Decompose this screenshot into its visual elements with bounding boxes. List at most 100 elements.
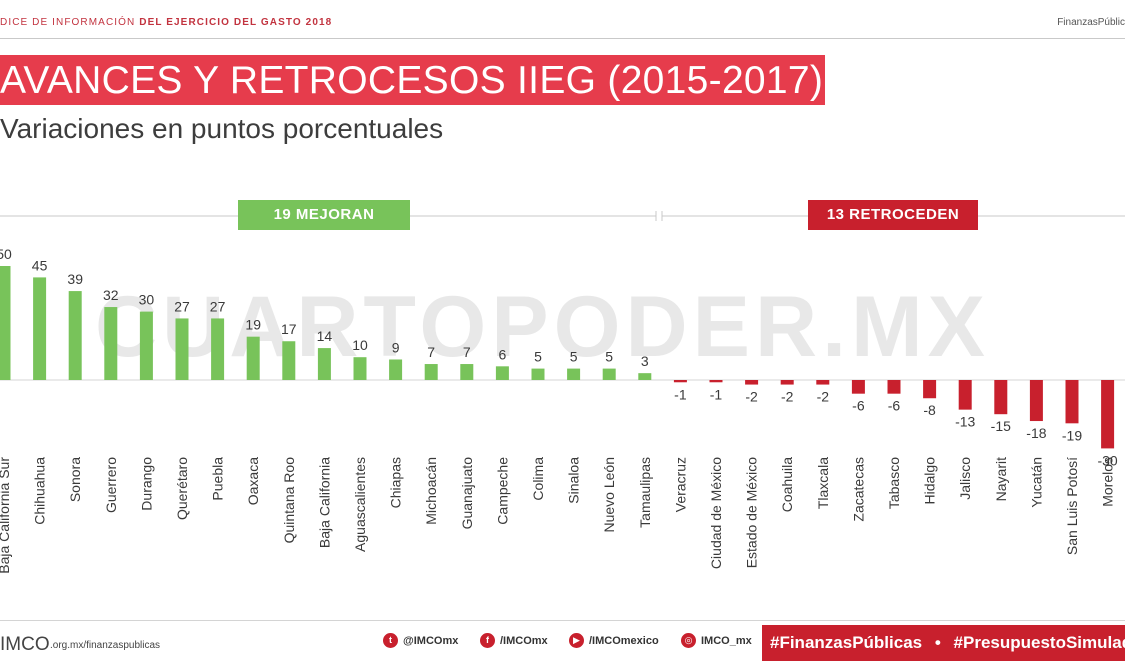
category-label: Guerrero (103, 457, 119, 513)
category-label: Oaxaca (245, 457, 261, 505)
bar (139, 311, 153, 380)
bar (104, 307, 118, 380)
bar-value-label: -1 (710, 386, 723, 402)
social-instagram[interactable]: ◎ IMCO_mx (681, 633, 752, 648)
header-prefix: DICE DE INFORMACIÓN (0, 17, 136, 28)
bar-value-label: -18 (1026, 425, 1046, 441)
footer: IMCO .org.mx/finanzaspublicas t @IMCOmx … (0, 620, 1125, 667)
bar-value-label: 7 (427, 344, 435, 360)
bar (1029, 380, 1043, 422)
category-label: Sinaloa (566, 457, 582, 504)
bar-value-label: 17 (281, 321, 297, 337)
category-label: Tlaxcala (815, 457, 831, 509)
bar (389, 359, 403, 380)
bar (460, 364, 474, 380)
category-label: Jalisco (957, 457, 973, 500)
header-bar: DICE DE INFORMACIÓN DEL EJERCICIO DEL GA… (0, 0, 1125, 40)
imco-logo: IMCO (0, 634, 50, 655)
bar-value-label: -30 (1097, 452, 1117, 468)
category-label: Sonora (67, 457, 83, 502)
bar (994, 380, 1008, 415)
chart-subtitle: Variaciones en puntos porcentuales (0, 113, 444, 144)
bar-value-label: -19 (1062, 427, 1082, 443)
category-label: Guanajuato (459, 457, 475, 530)
category-label: Morelos (1100, 457, 1116, 507)
decline-badge: 13 RETROCEDEN (808, 200, 978, 230)
social-facebook-handle: /IMCOmx (500, 634, 548, 647)
bar (1065, 380, 1079, 424)
bar-value-label: -15 (991, 418, 1011, 434)
bar-value-label: 32 (103, 287, 119, 303)
social-youtube[interactable]: ▶ /IMCOmexico (569, 633, 659, 648)
bar-value-label: 7 (463, 344, 471, 360)
footer-divider (0, 620, 1125, 621)
header-left-text: DICE DE INFORMACIÓN DEL EJERCICIO DEL GA… (0, 17, 332, 28)
bar (923, 380, 937, 399)
category-label: Durango (138, 457, 154, 511)
bar-value-label: 39 (67, 271, 83, 287)
bar-value-label: 19 (245, 317, 261, 333)
bar (353, 357, 367, 380)
category-label: Baja California Sur (0, 457, 12, 574)
bar-value-label: 50 (0, 246, 12, 262)
watermark-text: CUARTOPODER.MX (95, 279, 991, 375)
bar (211, 318, 225, 380)
bar (68, 291, 82, 380)
bar (638, 373, 652, 380)
category-label: Nayarit (993, 457, 1009, 501)
category-label: Tabasco (886, 457, 902, 509)
bar (424, 364, 438, 380)
bar (673, 380, 687, 383)
bar-value-label: 10 (352, 337, 368, 353)
category-label: San Luis Potosí (1064, 457, 1080, 555)
category-label: Veracruz (672, 457, 688, 512)
social-twitter[interactable]: t @IMCOmx (383, 633, 458, 648)
chart-title: AVANCES Y RETROCESOS IIEG (2015-2017) (0, 59, 824, 102)
footer-url[interactable]: .org.mx/finanzaspublicas (50, 640, 161, 651)
bar (887, 380, 901, 394)
bar (745, 380, 759, 385)
bar (709, 380, 723, 383)
bar-value-label: 30 (139, 292, 155, 308)
bar (531, 368, 545, 380)
bar-value-label: -6 (852, 398, 865, 414)
category-label: Campeche (494, 457, 510, 525)
bar (246, 336, 260, 380)
bar-value-label: -1 (674, 386, 687, 402)
bar-value-label: 5 (570, 349, 578, 365)
bar-value-label: -2 (781, 389, 794, 405)
category-label: Aguascalientes (352, 457, 368, 552)
bar-value-label: 27 (174, 298, 190, 314)
category-label: Chihuahua (32, 457, 48, 525)
title-banner: AVANCES Y RETROCESOS IIEG (2015-2017) (0, 55, 825, 105)
header-divider (0, 38, 1125, 39)
category-label: Chiapas (388, 457, 404, 508)
bar (317, 348, 331, 380)
category-label: Coahuila (779, 457, 795, 512)
bar-value-label: 9 (392, 339, 400, 355)
category-label: Baja California (316, 457, 332, 548)
bar (175, 318, 189, 380)
category-label: Querétaro (174, 457, 190, 520)
bar (33, 277, 47, 380)
category-label: Yucatán (1028, 457, 1044, 508)
category-label: Ciudad de México (708, 457, 724, 569)
improve-badge: 19 MEJORAN (238, 200, 410, 230)
bar-chart: 50 Baja California Sur 45 Chihuahua 39 Sonora… (0, 211, 1125, 574)
bar-value-label: 45 (32, 257, 48, 273)
hashtag-presupuesto[interactable]: #PresupuestoSimulado (953, 633, 1125, 652)
social-facebook[interactable]: f /IMCOmx (480, 633, 548, 648)
category-label: Tamaulipas (637, 457, 653, 528)
social-youtube-handle: /IMCOmexico (589, 634, 659, 647)
category-label: Nuevo León (601, 457, 617, 533)
bar-value-label: -2 (745, 389, 758, 405)
twitter-icon: t (383, 633, 398, 648)
hashtag-finanzas[interactable]: #FinanzasPúblicas (770, 633, 923, 652)
youtube-icon: ▶ (569, 633, 584, 648)
bar (816, 380, 830, 385)
bar (958, 380, 972, 410)
bar-value-label: 6 (499, 346, 507, 362)
category-label: Zacatecas (850, 457, 866, 522)
category-label: Puebla (210, 457, 226, 501)
bar-value-label: 5 (605, 349, 613, 365)
